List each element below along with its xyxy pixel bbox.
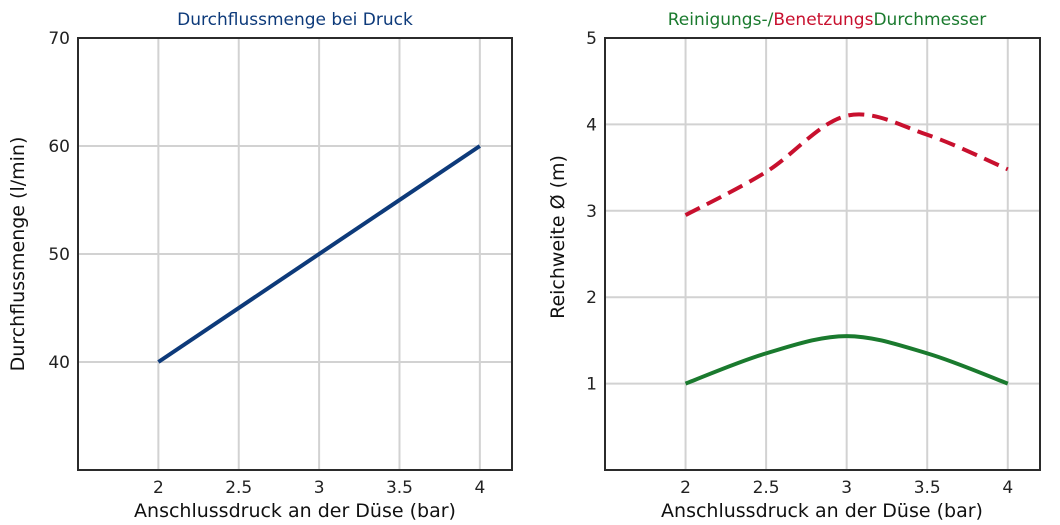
flow-x-tick-label: 3 xyxy=(314,478,325,498)
flow-x-tick-label: 3.5 xyxy=(386,478,413,498)
flow-series-line-0 xyxy=(157,144,481,364)
flow-y-tick-label: 40 xyxy=(48,353,70,373)
flow-chart-series xyxy=(157,144,481,364)
diameter-chart-y-ticks: 5 4 3 2 1 xyxy=(586,29,597,395)
diameter-y-tick-label: 3 xyxy=(586,202,597,222)
flow-x-tick-label: 2 xyxy=(153,478,164,498)
diameter-y-tick-label: 1 xyxy=(586,375,597,395)
diameter-title-wetting: Benetzungs xyxy=(773,10,873,30)
diameter-chart-x-label: Anschlussdruck an der Düse (bar) xyxy=(661,500,983,522)
flow-chart-grid xyxy=(78,37,512,470)
flow-y-tick-label: 50 xyxy=(48,245,70,265)
diameter-x-tick-label: 2.5 xyxy=(753,478,780,498)
flow-x-tick-label: 4 xyxy=(474,478,485,498)
flow-chart-title: Durchflussmenge bei Druck xyxy=(177,10,413,30)
flow-y-tick-label: 70 xyxy=(48,29,70,49)
diameter-title-cleaning: Reinigungs-/ xyxy=(668,10,774,30)
flow-chart-y-ticks: 70 60 50 40 xyxy=(48,29,70,373)
diameter-x-tick-label: 3.5 xyxy=(914,478,941,498)
diameter-y-tick-label: 2 xyxy=(586,288,597,308)
diameter-series-line-1 xyxy=(684,112,1009,217)
flow-chart-x-ticks: 2 2.5 3 3.5 4 xyxy=(153,478,485,498)
diameter-chart-title: Reinigungs-/BenetzungsDurchmesser xyxy=(668,10,987,30)
diameter-chart: Reinigungs-/BenetzungsDurchmesser 2 2.5 3 3… xyxy=(547,10,1041,522)
diameter-x-tick-label: 3 xyxy=(841,478,852,498)
diameter-y-tick-label: 4 xyxy=(586,115,597,135)
diameter-y-tick-label: 5 xyxy=(586,29,597,49)
flow-x-tick-label: 2.5 xyxy=(225,478,252,498)
diameter-chart-frame xyxy=(604,37,1041,471)
flow-chart: Durchflussmenge bei Druck 2 2.5 3 3.5 4 70 60… xyxy=(7,10,513,522)
flow-chart-frame xyxy=(77,37,513,471)
diameter-x-tick-label: 2 xyxy=(680,478,691,498)
diameter-title-diameter: Durchmesser xyxy=(873,10,986,30)
diameter-chart-x-ticks: 2 2.5 3 3.5 4 xyxy=(680,478,1013,498)
diameter-chart-grid xyxy=(605,37,1040,470)
diameter-chart-series xyxy=(684,112,1009,386)
flow-chart-y-label: Durchflussmenge (l/min) xyxy=(7,137,29,372)
diameter-x-tick-label: 4 xyxy=(1002,478,1013,498)
diameter-chart-y-label: Reichweite Ø (m) xyxy=(547,155,569,319)
flow-chart-x-label: Anschlussdruck an der Düse (bar) xyxy=(134,500,456,522)
flow-y-tick-label: 60 xyxy=(48,137,70,157)
